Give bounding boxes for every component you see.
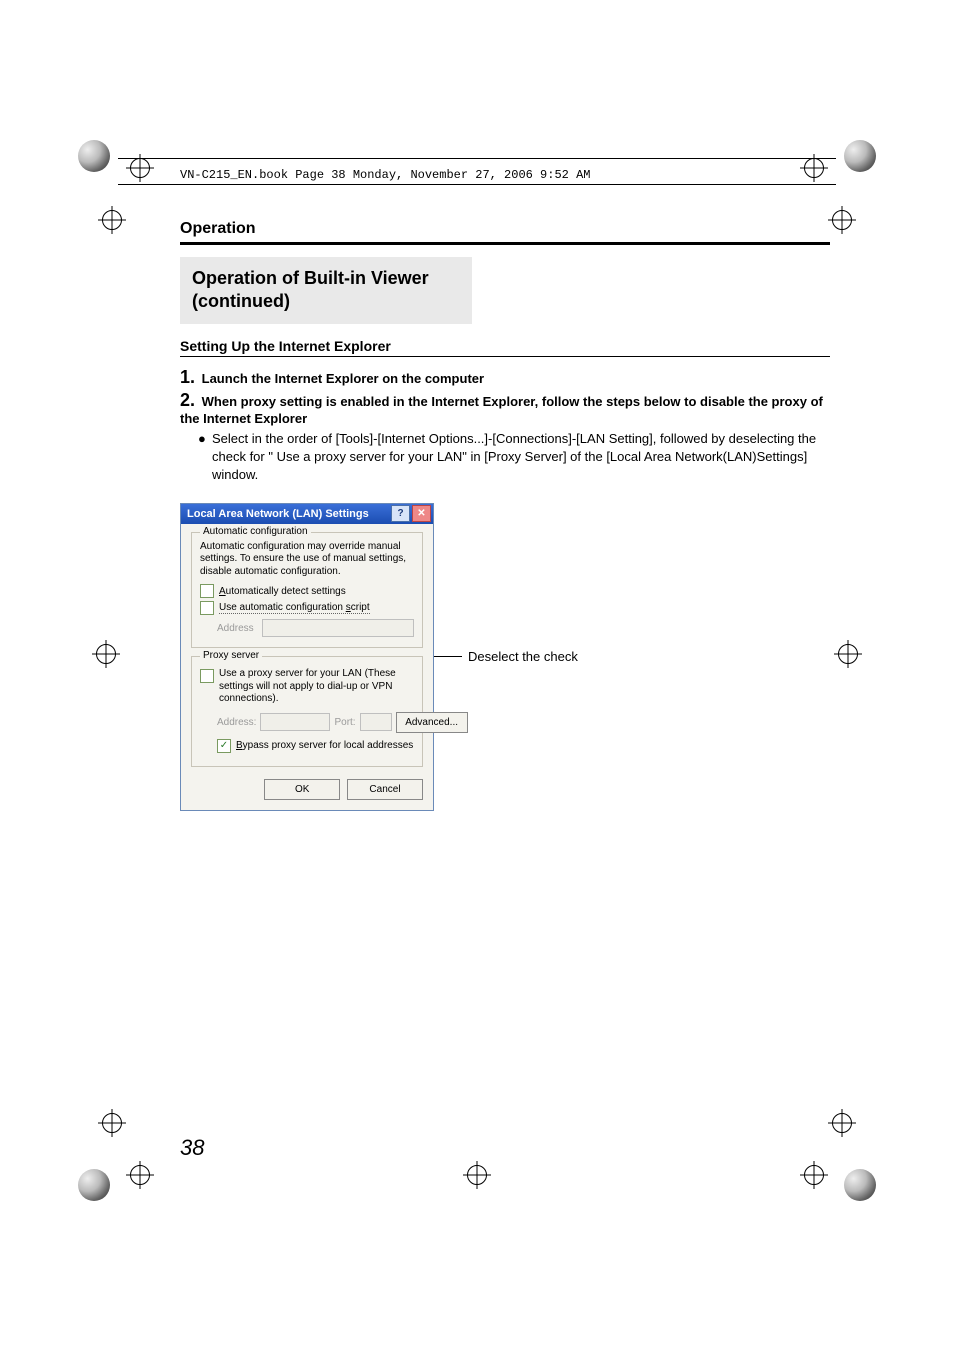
registration-mark — [98, 1109, 126, 1137]
cancel-button[interactable]: Cancel — [347, 779, 423, 800]
bullet-dot: ● — [198, 430, 212, 485]
checkbox-icon[interactable] — [200, 601, 214, 615]
auto-detect-row[interactable]: Automatically detect settings — [200, 584, 414, 598]
running-header: VN-C215_EN.book Page 38 Monday, November… — [180, 168, 834, 182]
subheading: Setting Up the Internet Explorer — [180, 338, 830, 354]
print-chrome-ball — [78, 140, 110, 172]
help-button[interactable]: ? — [391, 505, 410, 522]
group-legend: Automatic configuration — [200, 526, 311, 537]
proxy-address-label: Address: — [217, 717, 256, 728]
auto-address-row: Address — [217, 619, 414, 637]
bypass-proxy-label: Bypass proxy server for local addresses — [236, 740, 413, 751]
subheading-rule — [180, 356, 830, 357]
registration-mark — [126, 1161, 154, 1189]
automatic-configuration-group: Automatic configuration Automatic config… — [191, 532, 423, 649]
registration-mark — [98, 206, 126, 234]
close-icon: ✕ — [417, 509, 425, 519]
dialog-titlebar[interactable]: Local Area Network (LAN) Settings ? ✕ — [181, 504, 433, 524]
dialog-footer: OK Cancel — [191, 775, 423, 800]
proxy-address-row: Address: Port: Advanced... — [217, 712, 414, 733]
check-glyph: ✓ — [220, 740, 228, 751]
auto-address-input[interactable] — [262, 619, 414, 637]
registration-mark — [463, 1161, 491, 1189]
group-legend: Proxy server — [200, 650, 262, 661]
checkbox-icon[interactable]: ✓ — [217, 739, 231, 753]
registration-mark — [828, 206, 856, 234]
registration-mark — [828, 1109, 856, 1137]
checkbox-icon[interactable] — [200, 584, 214, 598]
print-chrome-ball — [844, 1169, 876, 1201]
section-rule — [180, 242, 830, 245]
header-rule-bottom — [118, 184, 836, 185]
print-chrome-ball — [78, 1169, 110, 1201]
step-text: Launch the Internet Explorer on the comp… — [202, 371, 484, 386]
advanced-button[interactable]: Advanced... — [396, 712, 468, 733]
address-label: Address — [217, 623, 258, 634]
proxy-address-input[interactable] — [260, 713, 330, 731]
proxy-server-group: Proxy server Use a proxy server for your… — [191, 656, 423, 767]
step-bullet: ● Select in the order of [Tools]-[Intern… — [198, 430, 830, 485]
registration-mark — [800, 1161, 828, 1189]
step-text: When proxy setting is enabled in the Int… — [180, 394, 823, 426]
bypass-proxy-row[interactable]: ✓ Bypass proxy server for local addresse… — [217, 739, 414, 753]
use-proxy-row[interactable]: Use a proxy server for your LAN (These s… — [200, 668, 414, 706]
section-label: Operation — [180, 220, 830, 238]
ok-button[interactable]: OK — [264, 779, 340, 800]
step-2: 2. When proxy setting is enabled in the … — [180, 390, 830, 426]
page-title: Operation of Built-in Viewer (continued) — [180, 257, 472, 324]
bullet-text: Select in the order of [Tools]-[Internet… — [212, 430, 830, 485]
lan-settings-dialog: Local Area Network (LAN) Settings ? ✕ Au… — [180, 503, 434, 811]
page-number: 38 — [180, 1135, 204, 1161]
step-1: 1. Launch the Internet Explorer on the c… — [180, 367, 830, 388]
auto-detect-label: Automatically detect settings — [219, 586, 346, 597]
step-number: 2. — [180, 390, 195, 410]
use-proxy-label: Use a proxy server for your LAN (These s… — [219, 668, 414, 706]
header-rule-top — [118, 158, 836, 159]
registration-mark — [92, 640, 120, 668]
auto-script-label: Use automatic configuration script — [219, 602, 370, 614]
step-number: 1. — [180, 367, 195, 387]
print-chrome-ball — [844, 140, 876, 172]
dialog-title: Local Area Network (LAN) Settings — [187, 508, 369, 520]
checkbox-icon[interactable] — [200, 669, 214, 683]
auto-script-row[interactable]: Use automatic configuration script — [200, 601, 414, 615]
callout-line — [434, 656, 462, 657]
close-button[interactable]: ✕ — [412, 505, 431, 522]
auto-config-description: Automatic configuration may override man… — [200, 541, 414, 579]
proxy-port-label: Port: — [334, 717, 355, 728]
dialog-body: Automatic configuration Automatic config… — [181, 524, 433, 810]
callout-text: Deselect the check — [468, 649, 578, 664]
registration-mark — [834, 640, 862, 668]
proxy-port-input[interactable] — [360, 713, 392, 731]
help-icon: ? — [397, 509, 403, 519]
